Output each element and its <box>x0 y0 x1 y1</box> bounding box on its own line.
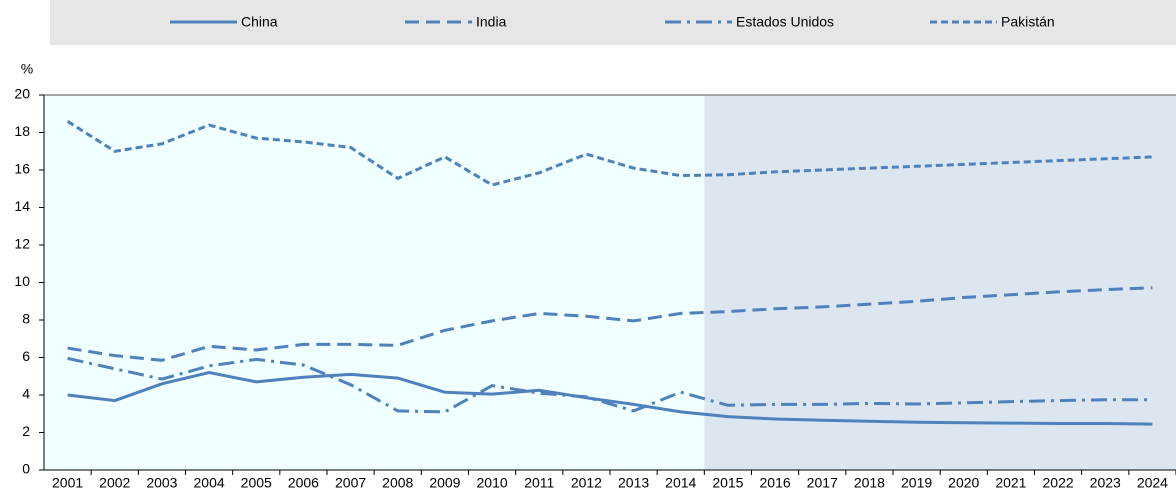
y-tick-label: 2 <box>22 423 30 439</box>
x-tick-label: 2018 <box>854 475 885 491</box>
y-tick-label: 20 <box>14 86 30 102</box>
series-line <box>67 286 1153 362</box>
y-tick-label: 12 <box>14 236 30 252</box>
y-tick-label: 8 <box>22 311 30 327</box>
y-unit: % <box>21 61 33 77</box>
x-tick-label: 2023 <box>1090 475 1121 491</box>
series-line <box>66 120 1153 187</box>
x-tick-label: 2003 <box>146 475 177 491</box>
y-tick-label: 14 <box>14 198 30 214</box>
y-tick-label: 4 <box>22 386 30 402</box>
x-tick-label: 2001 <box>52 475 83 491</box>
x-tick-label: 2016 <box>760 475 791 491</box>
series-line <box>67 370 1153 426</box>
x-tick-label: 2014 <box>665 475 696 491</box>
x-tick-label: 2012 <box>571 475 602 491</box>
x-tick-label: 2005 <box>241 475 272 491</box>
history-background <box>44 95 705 470</box>
legend-label: Estados Unidos <box>736 14 834 30</box>
legend-label: Pakistán <box>1001 14 1055 30</box>
y-tick-label: 0 <box>22 461 30 477</box>
y-tick-label: 18 <box>14 123 30 139</box>
y-tick-label: 10 <box>14 273 30 289</box>
x-tick-label: 2010 <box>477 475 508 491</box>
legend-label: India <box>476 14 507 30</box>
y-tick-label: 6 <box>22 348 30 364</box>
x-tick-label: 2017 <box>807 475 838 491</box>
y-tick-label: 16 <box>14 161 30 177</box>
x-tick-label: 2008 <box>382 475 413 491</box>
x-tick-label: 2002 <box>99 475 130 491</box>
x-tick-label: 2007 <box>335 475 366 491</box>
legend-label: China <box>241 14 278 30</box>
x-tick-label: 2015 <box>712 475 743 491</box>
x-tick-label: 2006 <box>288 475 319 491</box>
x-tick-label: 2011 <box>524 475 554 491</box>
projection-background <box>704 95 1176 470</box>
x-tick-label: 2004 <box>194 475 225 491</box>
x-tick-label: 2021 <box>995 475 1026 491</box>
x-tick-label: 2019 <box>901 475 932 491</box>
x-tick-label: 2024 <box>1137 475 1168 491</box>
series-line <box>67 356 1153 414</box>
x-tick-label: 2022 <box>1043 475 1074 491</box>
x-tick-label: 2020 <box>948 475 979 491</box>
x-tick-label: 2013 <box>618 475 649 491</box>
x-tick-label: 2009 <box>429 475 460 491</box>
